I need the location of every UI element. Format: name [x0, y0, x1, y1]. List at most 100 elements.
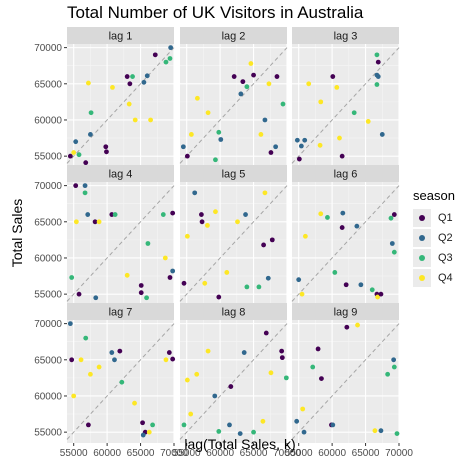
data-point: [140, 432, 146, 438]
data-point: [279, 355, 285, 361]
data-point: [163, 59, 169, 65]
facet-strip-label: lag 7: [109, 307, 133, 319]
data-point: [166, 350, 172, 355]
data-point: [73, 183, 79, 189]
data-point: [124, 272, 130, 278]
data-point: [231, 74, 237, 79]
data-point: [310, 364, 316, 370]
data-point: [227, 422, 232, 428]
data-point: [110, 85, 115, 90]
data-point: [83, 335, 89, 341]
facet-strip: [180, 27, 287, 44]
y-tick-label: 70000: [34, 43, 62, 54]
reference-line: [291, 323, 400, 440]
data-point: [216, 129, 222, 135]
facet-strip-label: lag 4: [109, 169, 133, 181]
data-point: [93, 295, 99, 301]
data-point: [104, 149, 109, 155]
data-point: [126, 101, 132, 107]
data-point: [244, 284, 250, 290]
facet-strip: [67, 303, 174, 320]
data-point: [194, 95, 200, 101]
data-point: [318, 99, 324, 105]
data-point: [315, 346, 321, 352]
data-point: [294, 137, 300, 143]
data-point: [138, 290, 144, 296]
facet-strip-label: lag 2: [222, 31, 246, 43]
legend-label: Q3: [438, 252, 453, 264]
data-point: [132, 400, 137, 406]
x-tick-label: 55000: [60, 448, 88, 459]
data-point: [132, 117, 138, 123]
x-tick-label: 60000: [318, 448, 346, 459]
x-tick-label: 70000: [385, 448, 413, 459]
y-tick-label: 70000: [34, 181, 62, 192]
data-point: [228, 384, 234, 389]
data-point: [103, 144, 109, 150]
x-axis-title: lag(Total Sales, k): [184, 436, 296, 452]
data-point: [235, 219, 240, 225]
data-point: [170, 210, 176, 216]
x-tick-label: 60000: [93, 448, 121, 459]
data-point: [302, 233, 308, 239]
facet-strip: [180, 165, 287, 182]
data-point: [325, 215, 330, 220]
reference-line: [291, 47, 400, 164]
x-tick-label: 60000: [206, 448, 234, 459]
data-point: [283, 375, 289, 381]
x-tick-label: 65000: [127, 448, 155, 459]
data-point: [124, 74, 130, 79]
data-point: [296, 156, 302, 162]
y-tick-label: 60000: [34, 115, 62, 126]
data-point: [216, 294, 222, 300]
data-point: [266, 81, 272, 87]
data-point: [256, 284, 262, 290]
data-point: [391, 364, 397, 370]
data-point: [273, 144, 279, 150]
y-axis-title: Total Sales: [9, 198, 25, 268]
data-point: [374, 52, 380, 58]
legend-dot: [419, 275, 425, 281]
data-point: [96, 219, 102, 225]
data-point: [188, 411, 194, 417]
data-point: [339, 225, 345, 230]
data-point: [224, 270, 230, 275]
data-point: [251, 72, 256, 78]
x-tick-label: 65000: [240, 448, 268, 459]
data-point: [394, 431, 400, 436]
y-tick-label: 60000: [34, 253, 62, 264]
facet-strip: [67, 27, 174, 44]
legend-entry-q1: Q1: [413, 208, 473, 228]
data-point: [372, 428, 378, 434]
data-point: [141, 79, 147, 85]
data-point: [258, 132, 264, 137]
data-point: [138, 283, 144, 288]
facet-strip: [67, 165, 174, 182]
chart-title: Total Number of UK Visitors in Australia: [67, 3, 364, 22]
y-tick-label: 65000: [34, 217, 62, 228]
data-point: [358, 282, 364, 288]
legend-label: Q1: [438, 212, 453, 224]
data-point: [192, 190, 198, 196]
facet-strip-label: lag 8: [222, 307, 246, 319]
data-point: [88, 371, 93, 377]
data-point: [188, 132, 194, 137]
data-point: [202, 280, 208, 286]
data-point: [194, 371, 200, 377]
reference-line: [66, 47, 175, 164]
data-point: [244, 84, 250, 90]
data-point: [237, 431, 243, 436]
legend-dot: [419, 235, 425, 241]
data-point: [69, 275, 75, 280]
facet-strip-label: lag 5: [222, 169, 246, 181]
facet-strip-label: lag 6: [334, 169, 358, 181]
data-point: [213, 209, 218, 215]
data-point: [339, 153, 345, 159]
data-point: [243, 212, 248, 217]
legend: season Q1 Q2 Q3 Q4: [413, 188, 473, 288]
data-point: [67, 153, 73, 159]
data-point: [391, 357, 397, 363]
data-point: [71, 150, 77, 155]
data-point: [302, 137, 308, 143]
data-point: [216, 429, 222, 434]
